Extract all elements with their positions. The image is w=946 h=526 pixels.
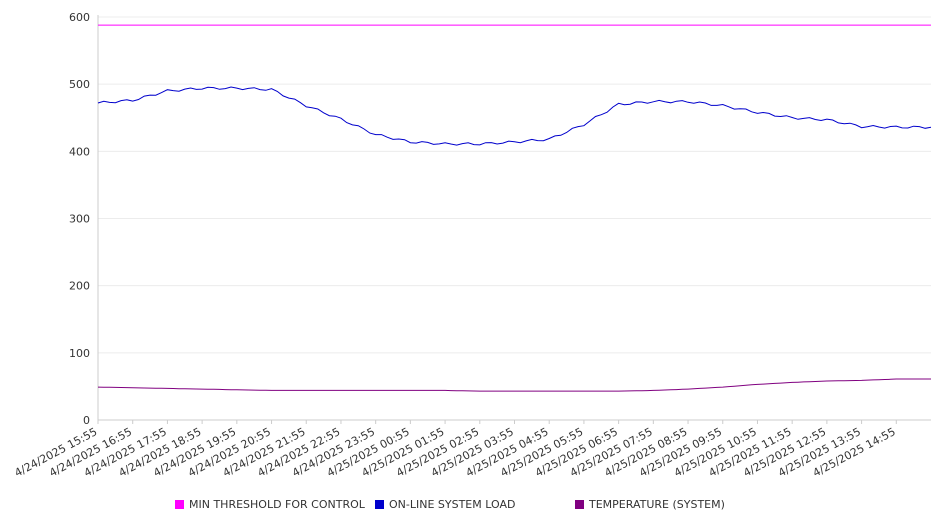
y-tick-label: 300: [69, 213, 90, 226]
legend-item-temperature[interactable]: TEMPERATURE (SYSTEM): [575, 498, 725, 511]
legend: MIN THRESHOLD FOR CONTROL ON-LINE SYSTEM…: [0, 498, 946, 514]
y-tick-label: 600: [69, 11, 90, 24]
legend-item-system-load[interactable]: ON-LINE SYSTEM LOAD: [375, 498, 515, 511]
x-axis-ticks: 4/24/2025 15:554/24/2025 16:554/24/2025 …: [12, 420, 898, 480]
legend-label-system-load: ON-LINE SYSTEM LOAD: [389, 498, 516, 511]
axes: [97, 15, 931, 421]
y-tick-label: 500: [69, 78, 90, 91]
series-lines: [97, 24, 932, 392]
y-tick-label: 0: [83, 414, 90, 427]
y-axis-ticks: 0 100 200 300 400 500 600: [69, 11, 90, 427]
y-tick-label: 400: [69, 145, 90, 158]
legend-swatch-min-threshold: [175, 500, 184, 509]
gridlines: [98, 16, 931, 354]
y-tick-label: 200: [69, 280, 90, 293]
legend-swatch-temperature: [575, 500, 584, 509]
y-tick-label: 100: [69, 347, 90, 360]
series-line-1: [97, 86, 932, 146]
legend-swatch-system-load: [375, 500, 384, 509]
legend-label-temperature: TEMPERATURE (SYSTEM): [589, 498, 725, 511]
legend-label-min-threshold: MIN THRESHOLD FOR CONTROL: [189, 498, 365, 511]
legend-item-min-threshold[interactable]: MIN THRESHOLD FOR CONTROL: [175, 498, 365, 511]
series-line-2: [97, 378, 931, 392]
